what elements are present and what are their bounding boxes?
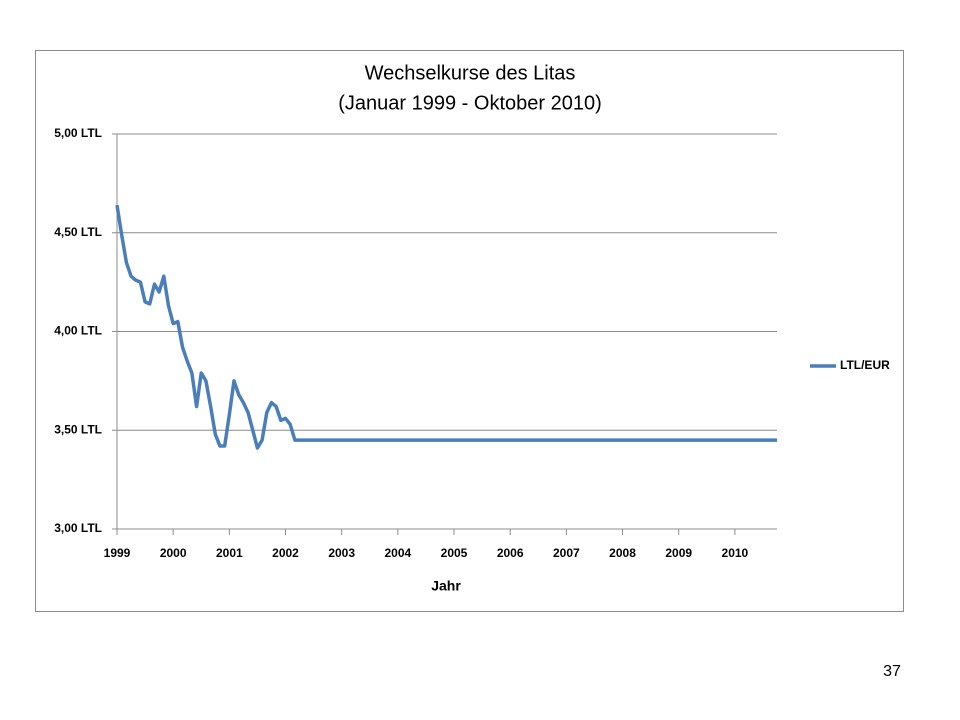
y-tick-label: 4,00 LTL bbox=[54, 324, 102, 338]
x-tick-label: 1999 bbox=[104, 546, 131, 560]
x-tick-label: 2009 bbox=[665, 546, 692, 560]
x-axis-label: Jahr bbox=[431, 578, 461, 594]
y-tick-label: 4,50 LTL bbox=[54, 225, 102, 239]
x-tick-label: 2008 bbox=[609, 546, 636, 560]
slide-number: 37 bbox=[883, 663, 901, 680]
x-tick-label: 2004 bbox=[384, 546, 411, 560]
chart-subtitle: (Januar 1999 - Oktober 2010) bbox=[338, 92, 602, 114]
y-tick-label: 5,00 LTL bbox=[54, 126, 102, 140]
data-line bbox=[115, 204, 777, 450]
x-tick-label: 2006 bbox=[497, 546, 524, 560]
x-tick-label: 2000 bbox=[160, 546, 187, 560]
x-tick-label: 2010 bbox=[722, 546, 749, 560]
y-tick-label: 3,00 LTL bbox=[54, 521, 102, 535]
x-tick-label: 2001 bbox=[216, 546, 243, 560]
x-tick-label: 2002 bbox=[272, 546, 299, 560]
x-tick-label: 2007 bbox=[553, 546, 580, 560]
chart-title: Wechselkurse des Litas bbox=[365, 62, 576, 84]
x-tick-label: 2003 bbox=[328, 546, 355, 560]
y-tick-label: 3,50 LTL bbox=[54, 422, 102, 436]
legend-label: LTL/EUR bbox=[840, 358, 890, 372]
x-tick-label: 2005 bbox=[441, 546, 468, 560]
